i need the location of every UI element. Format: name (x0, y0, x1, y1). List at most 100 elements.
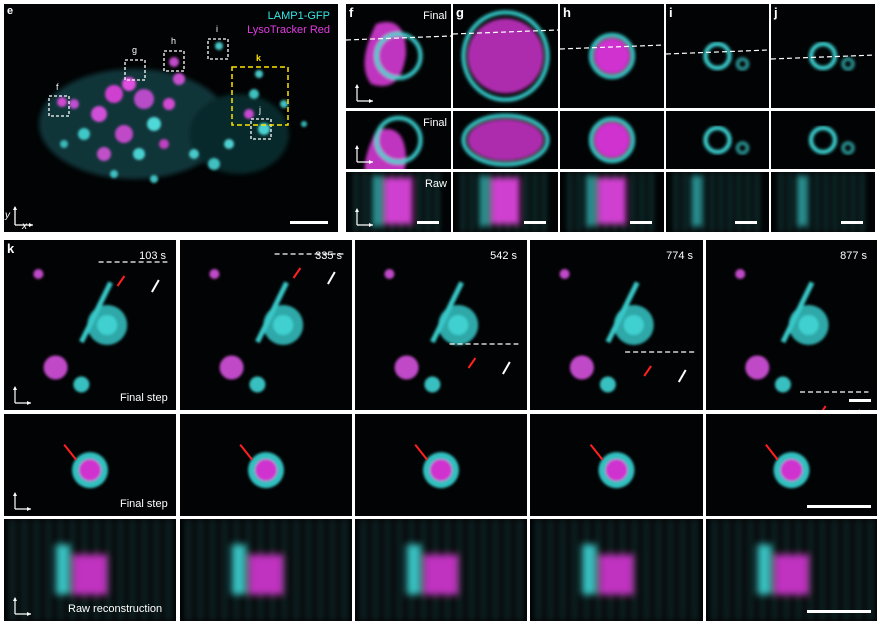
micrograph (712, 519, 873, 621)
micrograph (735, 269, 869, 410)
micrograph (186, 519, 347, 621)
axis-yx-fj-1 (349, 79, 379, 105)
micrograph (589, 117, 635, 163)
panel-h-label: h (563, 5, 571, 20)
panel-g-label: g (456, 5, 464, 20)
micrograph (461, 113, 550, 167)
panel-j-row2 (771, 111, 875, 169)
roi-label-j: j (259, 105, 261, 115)
micrograph (346, 22, 451, 86)
panel-k-t4-row3 (530, 519, 703, 621)
roi-label-i: i (216, 24, 218, 34)
row-label-fj-1: Final (423, 10, 447, 22)
panel-e: e LAMP1-GFP LysoTracker Red f g h i j k … (4, 4, 338, 232)
roi-label-k: k (256, 53, 262, 63)
panel-f-row1: f Final (346, 4, 451, 108)
scalebar-k-row3 (807, 610, 871, 613)
micrograph (461, 172, 546, 232)
micrograph (453, 10, 558, 102)
panel-k-t3-row3 (355, 519, 527, 621)
axis-y-label: y (5, 210, 10, 221)
panel-j-row3 (771, 172, 875, 232)
micrograph (666, 42, 769, 71)
scalebar-fj-4 (735, 221, 757, 224)
panel-g-row1: g (453, 4, 558, 108)
row-label-fj-2: Final (423, 117, 447, 129)
micrograph (703, 126, 749, 155)
panel-k-t2-row3 (180, 519, 352, 621)
micrograph (33, 261, 168, 393)
row-label-k-3: Raw reconstruction (68, 603, 163, 615)
micrograph (414, 443, 459, 489)
micrograph (568, 172, 653, 232)
micrograph (384, 269, 519, 393)
panel-k-t3-row2 (355, 414, 527, 516)
micrograph (559, 269, 695, 393)
panel-k-t1-row2: Final step (4, 414, 176, 516)
micrograph (779, 172, 864, 232)
micrograph (354, 172, 439, 232)
time-label-5: 877 s (840, 250, 867, 262)
time-label-4: 774 s (666, 250, 693, 262)
panel-e-label: e (7, 5, 14, 17)
axis-yx-e (7, 203, 37, 229)
panel-i-row3 (666, 172, 769, 232)
micrograph (364, 116, 423, 169)
micrograph (674, 172, 759, 232)
axis-x-label: x (22, 221, 27, 232)
scalebar-e (290, 221, 328, 224)
panel-i-row2 (666, 111, 769, 169)
micrograph (239, 443, 284, 489)
panel-f-label: f (349, 5, 354, 20)
row-label-k-1: Final step (120, 392, 168, 404)
panel-j-label: j (774, 5, 778, 20)
panel-k-t4-row2 (530, 414, 703, 516)
panel-i-label: i (669, 5, 673, 20)
micrograph (771, 42, 875, 71)
legend-lysotracker: LysoTracker Red (247, 24, 330, 36)
micrograph (10, 519, 171, 621)
panel-g-row3 (453, 172, 558, 232)
panel-k-t2-row1: 335 s (180, 240, 352, 410)
time-label-1: 103 s (139, 250, 166, 262)
micrograph (589, 443, 635, 489)
panel-k-t5-row1: 877 s (706, 240, 877, 410)
micrograph (765, 443, 810, 489)
axis-zx-k-3 (7, 592, 37, 618)
scalebar-k-row2 (807, 505, 871, 508)
panel-g-row2 (453, 111, 558, 169)
scalebar-fj-1 (417, 221, 439, 224)
time-label-2: 335 s (315, 250, 342, 262)
panel-k-t5-row3 (706, 519, 877, 621)
micrograph (361, 519, 522, 621)
scalebar-k-row1 (849, 399, 871, 402)
axis-yx-k-1 (7, 381, 37, 407)
scalebar-fj-5 (841, 221, 863, 224)
micrograph (560, 33, 664, 79)
panel-k-t3-row1: 542 s (355, 240, 527, 410)
roi-label-g: g (132, 45, 138, 55)
axis-zx-fj-3 (349, 203, 379, 229)
panel-k-t2-row2 (180, 414, 352, 516)
micrograph (63, 443, 108, 489)
micrograph (536, 519, 697, 621)
micrograph (809, 126, 855, 155)
panel-h-row3 (560, 172, 664, 232)
panel-f-row3: Raw (346, 172, 451, 232)
axis-zx-k-2 (7, 487, 37, 513)
axis-zx-fj-2 (349, 140, 379, 166)
panel-h-row1: h (560, 4, 664, 108)
time-label-3: 542 s (490, 250, 517, 262)
row-label-k-2: Final step (120, 498, 168, 510)
panel-k-label: k (7, 241, 15, 256)
micrograph (209, 253, 344, 393)
panel-k-t1-row3: Raw reconstruction (4, 519, 176, 621)
scalebar-fj-2 (524, 221, 546, 224)
panel-k-t5-row2 (706, 414, 877, 516)
roi-label-f: f (56, 82, 59, 92)
panel-k-t1-row1: 103 s k Final step (4, 240, 176, 410)
panel-h-row2 (560, 111, 664, 169)
row-label-fj-3: Raw (424, 178, 447, 190)
roi-label-h: h (171, 36, 177, 46)
panel-i-row1: i (666, 4, 769, 108)
